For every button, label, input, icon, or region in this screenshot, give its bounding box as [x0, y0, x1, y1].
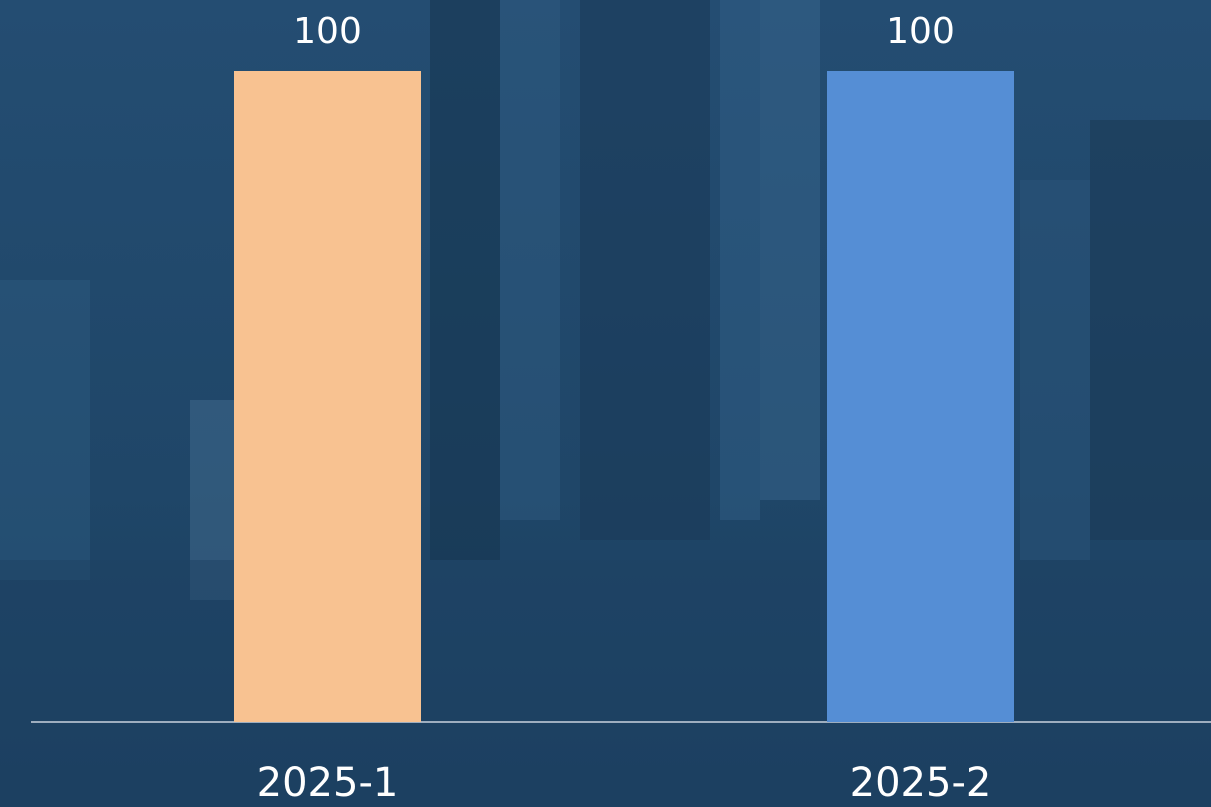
- data-label: 100: [886, 11, 955, 52]
- x-tick-label: 2025-2: [850, 760, 992, 806]
- data-label: 100: [293, 11, 362, 52]
- bar: [234, 71, 421, 722]
- bar: [827, 71, 1014, 722]
- x-tick-label: 2025-1: [257, 760, 399, 806]
